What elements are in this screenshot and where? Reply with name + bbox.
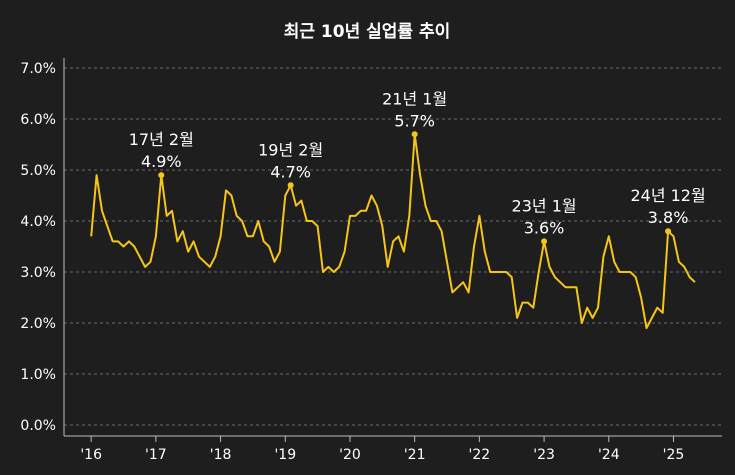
x-tick-label: '16 <box>80 447 102 463</box>
annotations: 17년 2월 4.9% 19년 2월 4.7% 21년 1월 5.7% 23년 1월 3.6%… <box>129 89 706 245</box>
y-tick-label: 7.0% <box>20 61 56 77</box>
annotation-value-label: 3.8% <box>648 208 689 227</box>
y-axis-ticks: 0.0% 1.0% 2.0% 3.0% 4.0% 5.0% 6.0% 7.0% <box>20 61 56 434</box>
grid-lines <box>64 67 722 426</box>
annotation-marker <box>287 182 294 189</box>
annotation-date-label: 17년 2월 <box>129 130 194 149</box>
y-tick-label: 3.0% <box>20 265 56 281</box>
x-tick-label: '17 <box>145 447 167 463</box>
annotation-date-label: 24년 12월 <box>630 186 705 205</box>
y-tick-label: 1.0% <box>20 367 56 383</box>
annotation-value-label: 3.6% <box>524 218 565 237</box>
annotation-marker <box>158 172 165 179</box>
axes <box>63 58 722 437</box>
y-tick-label: 0.0% <box>20 418 56 434</box>
y-tick-label: 2.0% <box>20 316 56 332</box>
y-tick-label: 6.0% <box>20 112 56 128</box>
annotation-value-label: 4.9% <box>141 152 182 171</box>
chart-title: 최근 10년 실업률 추이 <box>284 22 451 42</box>
x-tick-label: '25 <box>663 447 685 463</box>
x-tick-label: '24 <box>598 447 620 463</box>
unemployment-series-line <box>90 133 696 330</box>
annotation-marker <box>665 228 672 235</box>
annotation-value-label: 5.7% <box>394 111 435 130</box>
y-tick-label: 5.0% <box>20 163 56 179</box>
x-tick-label: '21 <box>404 447 426 463</box>
series-layer <box>90 133 696 330</box>
annotation-date-label: 19년 2월 <box>258 140 323 159</box>
x-tick-label: '19 <box>274 447 296 463</box>
annotation-date-label: 23년 1월 <box>512 196 577 215</box>
x-axis-ticks: '16 '17 '18 '19 '20 '21 '22 '23 '24 '25 <box>80 436 684 463</box>
x-tick-label: '20 <box>339 447 361 463</box>
annotation-date-label: 21년 1월 <box>382 89 447 108</box>
y-tick-label: 4.0% <box>20 214 56 230</box>
annotation-marker <box>541 238 548 245</box>
annotation-marker <box>411 131 418 138</box>
annotation-value-label: 4.7% <box>270 162 311 181</box>
x-tick-label: '23 <box>533 447 555 463</box>
x-tick-label: '22 <box>469 447 491 463</box>
x-tick-label: '18 <box>210 447 232 463</box>
